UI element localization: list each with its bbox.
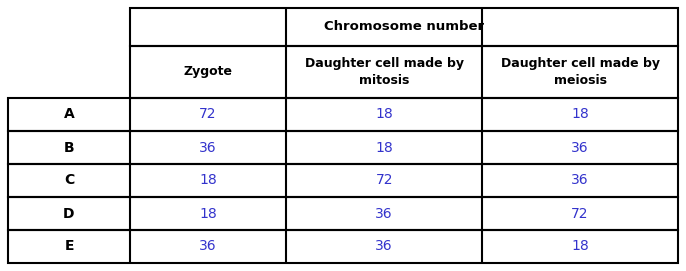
Bar: [8, 131, 678, 164]
Text: 36: 36: [375, 207, 393, 221]
Text: 18: 18: [375, 140, 393, 154]
Text: D: D: [63, 207, 75, 221]
Bar: [130, 46, 678, 98]
Text: A: A: [64, 108, 74, 121]
Text: 36: 36: [199, 240, 217, 253]
Bar: [8, 98, 678, 131]
Text: 18: 18: [199, 173, 217, 188]
Text: Daughter cell made by
mitosis: Daughter cell made by mitosis: [305, 57, 464, 86]
Text: 18: 18: [571, 240, 589, 253]
Text: 36: 36: [571, 140, 589, 154]
Text: E: E: [64, 240, 74, 253]
Bar: [8, 230, 678, 263]
Text: 72: 72: [200, 108, 217, 121]
Bar: [8, 197, 678, 230]
Text: Chromosome number: Chromosome number: [324, 21, 484, 34]
Text: 18: 18: [199, 207, 217, 221]
Text: 36: 36: [199, 140, 217, 154]
Text: 36: 36: [571, 173, 589, 188]
Text: 18: 18: [375, 108, 393, 121]
Text: 18: 18: [571, 108, 589, 121]
Text: Zygote: Zygote: [184, 66, 233, 79]
Bar: [8, 164, 678, 197]
Text: B: B: [64, 140, 74, 154]
Text: Daughter cell made by
meiosis: Daughter cell made by meiosis: [501, 57, 659, 86]
Text: C: C: [64, 173, 74, 188]
Text: 36: 36: [375, 240, 393, 253]
Text: 72: 72: [375, 173, 393, 188]
Bar: [130, 8, 678, 46]
Text: 72: 72: [571, 207, 589, 221]
